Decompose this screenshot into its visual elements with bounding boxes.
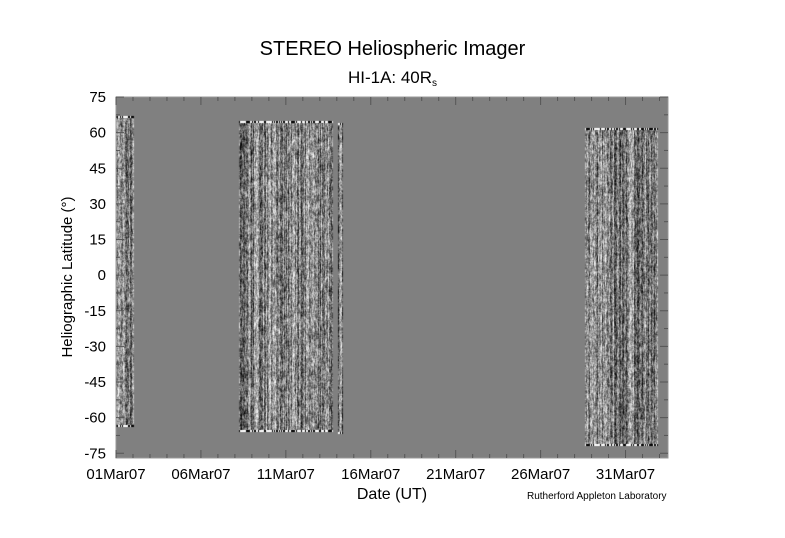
x-tick-label: 16Mar07 [341, 466, 400, 483]
chart-title: STEREO Heliospheric Imager [259, 38, 526, 60]
plot-frame [115, 96, 669, 459]
x-tick-label: 26Mar07 [511, 466, 570, 483]
credit-text: Rutherford Appleton Laboratory [527, 491, 667, 502]
y-tick-label: -30 [84, 338, 106, 355]
subtitle-subscript: s [432, 78, 438, 89]
y-axis-label: Heliographic Latitude (°) [59, 196, 76, 357]
y-tick-label: 75 [89, 89, 106, 106]
y-tick-label: 45 [89, 160, 106, 177]
y-tick-label: -75 [84, 445, 106, 462]
y-tick-label: -45 [84, 374, 106, 391]
y-tick-label: 15 [89, 232, 106, 249]
x-axis-label: Date (UT) [357, 486, 427, 503]
y-tick-label: 30 [89, 196, 106, 213]
y-tick-label: 0 [98, 267, 106, 284]
x-tick-label: 21Mar07 [426, 466, 485, 483]
x-tick-label: 11Mar07 [257, 466, 315, 483]
x-tick-label: 31Mar07 [596, 466, 655, 483]
x-tick-label: 01Mar07 [86, 466, 145, 483]
y-tick-label: -60 [84, 410, 106, 427]
subtitle-main: HI-1A: 40R [347, 68, 433, 87]
y-tick-label: -15 [84, 303, 106, 320]
x-tick-label: 06Mar07 [171, 466, 230, 483]
y-tick-label: 60 [89, 125, 106, 142]
plot-image [116, 97, 668, 458]
chart-subtitle: HI-1A: 40Rs [0, 68, 785, 89]
